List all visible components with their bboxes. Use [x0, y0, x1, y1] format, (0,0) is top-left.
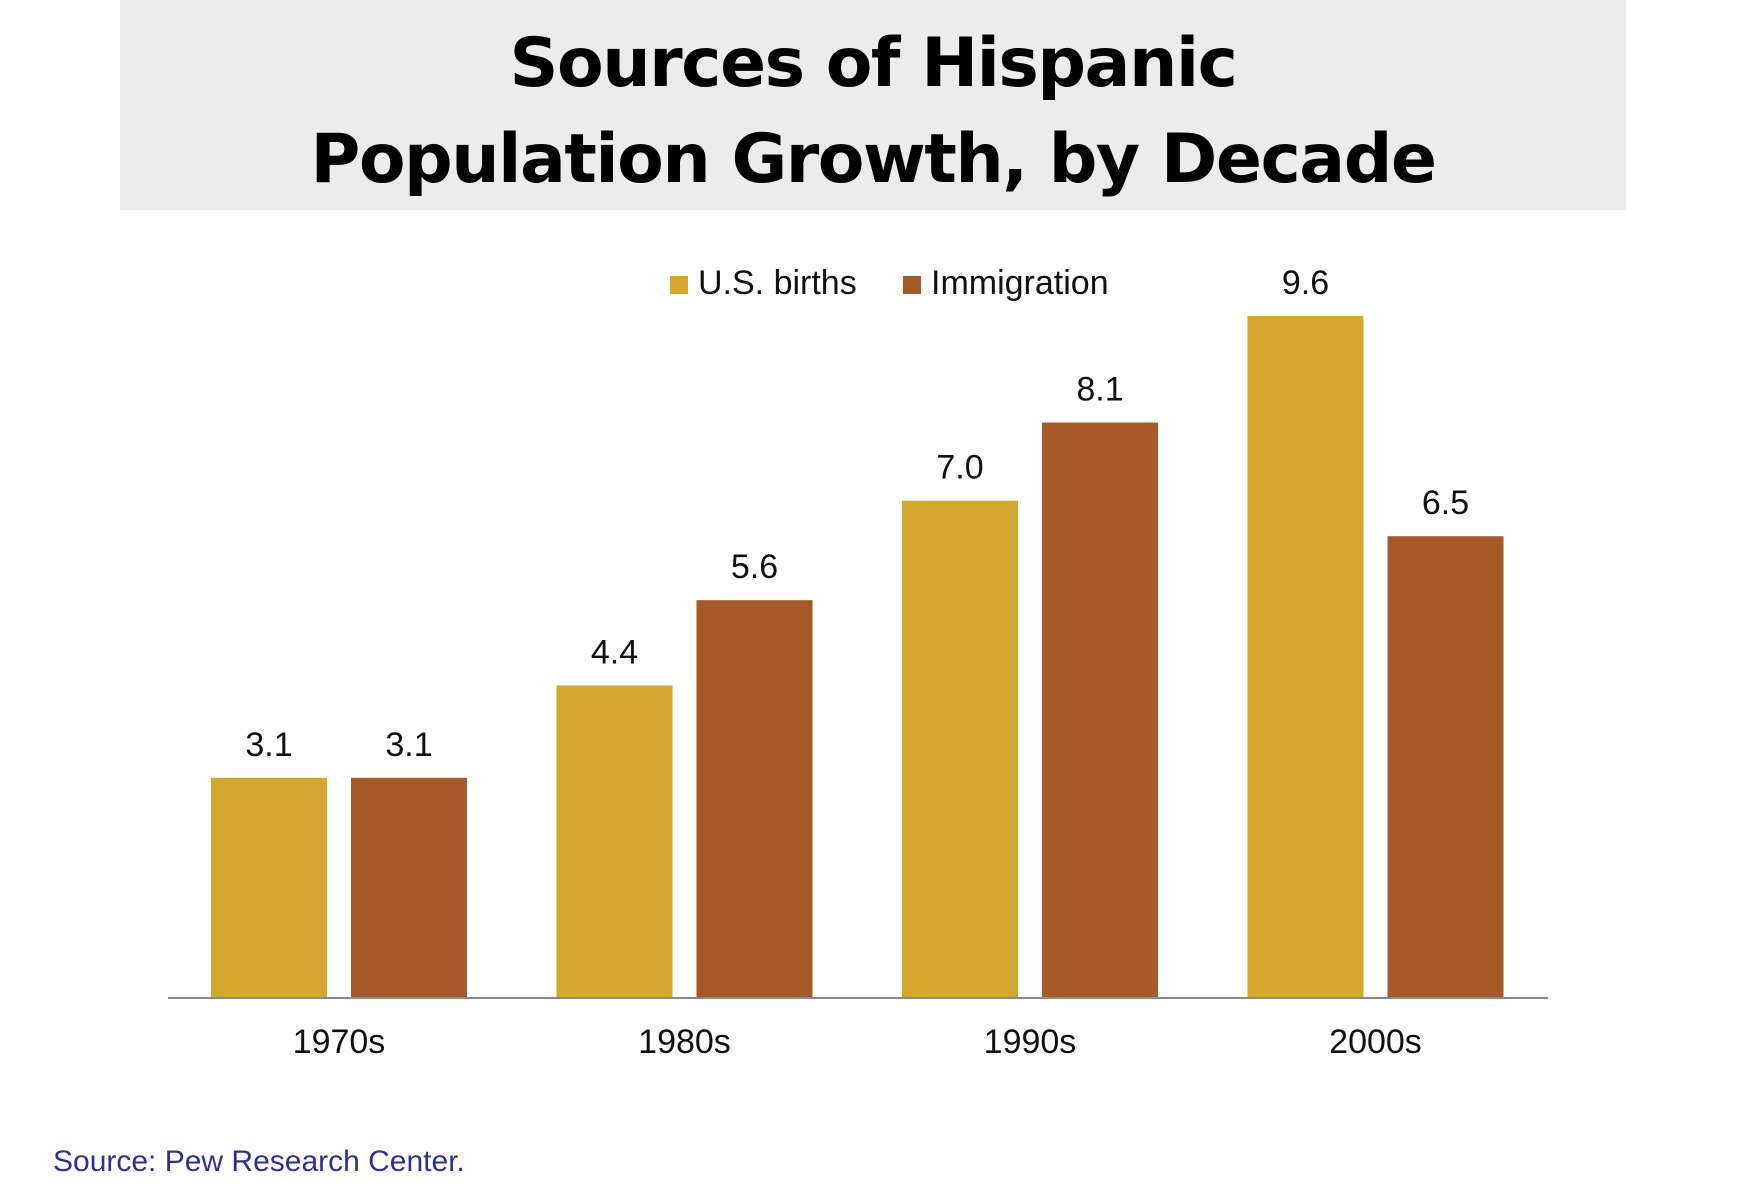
- value-label: 6.5: [1422, 484, 1469, 522]
- legend-swatch: [670, 276, 688, 294]
- bar-chart: U.S. births Immigration 3.1 3.1 4.4 5.6 7.0 8.…: [168, 264, 1548, 1061]
- value-label: 5.6: [731, 548, 778, 586]
- value-label: 4.4: [591, 633, 638, 671]
- legend: U.S. births Immigration: [670, 264, 1109, 302]
- value-label: 3.1: [245, 726, 292, 764]
- bar-u-s-births-2000s: [1247, 316, 1364, 998]
- bar-u-s-births-1970s: [211, 777, 327, 998]
- x-tick-label: 1980s: [638, 1023, 731, 1061]
- bar-immigration-1980s: [696, 600, 813, 998]
- bars: [211, 316, 1504, 998]
- x-tick-label: 1970s: [293, 1023, 386, 1061]
- bar-immigration-1970s: [351, 777, 467, 998]
- value-label: 3.1: [385, 726, 432, 764]
- legend-swatch: [903, 276, 921, 294]
- value-labels: 3.1 3.1 4.4 5.6 7.0 8.1 9.6 6.5: [245, 264, 1469, 764]
- source-note: Source: Pew Research Center.: [53, 1145, 465, 1178]
- chart-title-line-1: Sources of Hispanic: [509, 24, 1238, 103]
- legend-label: U.S. births: [698, 264, 857, 302]
- value-label: 7.0: [936, 449, 983, 487]
- value-label: 9.6: [1282, 264, 1329, 302]
- x-axis-tick-labels: 1970s 1980s 1990s 2000s: [293, 1023, 1422, 1061]
- chart-title-line-2: Population Growth, by Decade: [310, 120, 1438, 199]
- x-tick-label: 2000s: [1329, 1023, 1422, 1061]
- title-banner: Sources of Hispanic Population Growth, b…: [120, 0, 1626, 210]
- bar-u-s-births-1990s: [902, 500, 1018, 998]
- bar-immigration-2000s: [1387, 536, 1504, 998]
- bar-u-s-births-1980s: [556, 685, 673, 998]
- legend-label: Immigration: [931, 264, 1109, 302]
- value-label: 8.1: [1076, 371, 1123, 409]
- x-tick-label: 1990s: [984, 1023, 1077, 1061]
- bar-immigration-1990s: [1042, 422, 1158, 998]
